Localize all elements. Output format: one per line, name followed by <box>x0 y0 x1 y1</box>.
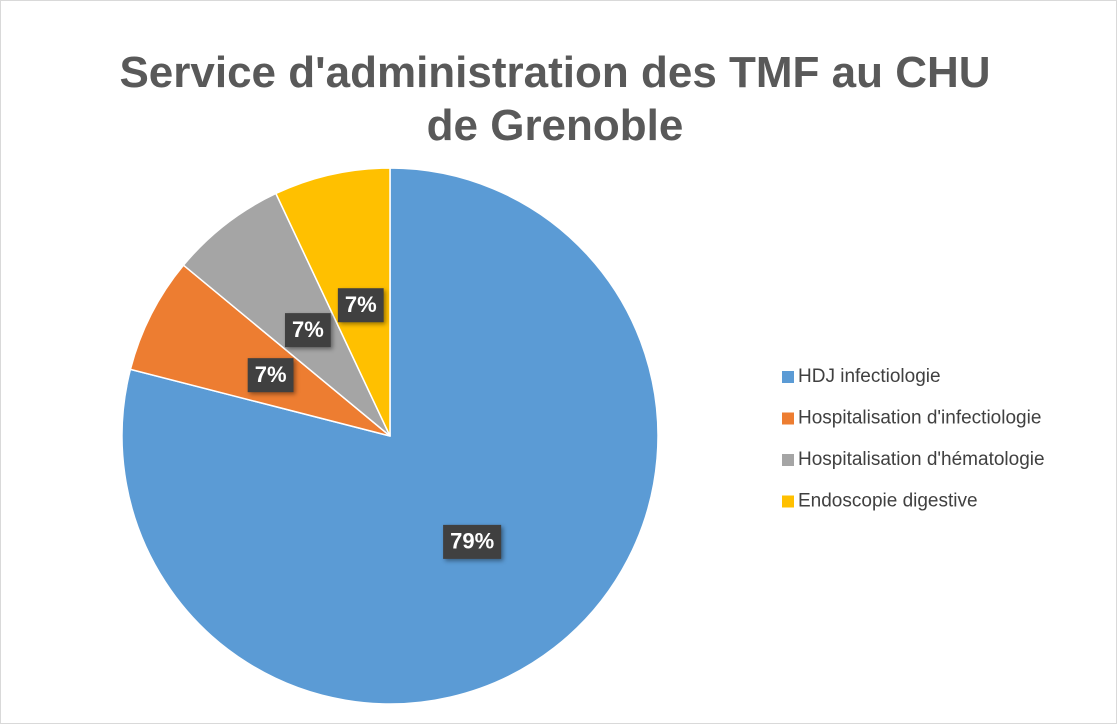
title-line: Service d'administration des TMF au CHU <box>119 48 990 97</box>
legend-swatch <box>782 412 794 425</box>
data-label-text: 7% <box>345 292 377 317</box>
data-label-text: 7% <box>255 362 287 387</box>
legend-swatch <box>782 495 794 508</box>
data-label: 7% <box>247 358 294 393</box>
data-label-box <box>337 288 384 323</box>
data-label-text: 79% <box>450 529 494 554</box>
legend-label: Hospitalisation d'hématologie <box>798 449 1045 470</box>
legend-swatch <box>782 454 794 466</box>
data-label: 7% <box>337 288 384 323</box>
pie-slice <box>129 264 391 437</box>
pie-slice <box>274 167 391 437</box>
data-label-box <box>443 524 502 559</box>
data-label: 79% <box>443 524 502 559</box>
legend-label: Endoscopie digestive <box>798 491 978 512</box>
legend-swatch <box>782 371 794 383</box>
legend-label: Hospitalisation d'infectiologie <box>798 408 1041 429</box>
title-line: de Grenoble <box>427 101 684 150</box>
chart-title: Service d'administration des TMF au CHU d… <box>119 48 990 150</box>
data-label: 7% <box>284 313 331 348</box>
data-label-box <box>247 358 294 393</box>
data-label-box <box>284 313 331 348</box>
legend-label: HDJ infectiologie <box>798 366 941 387</box>
data-label-text: 7% <box>292 317 324 342</box>
